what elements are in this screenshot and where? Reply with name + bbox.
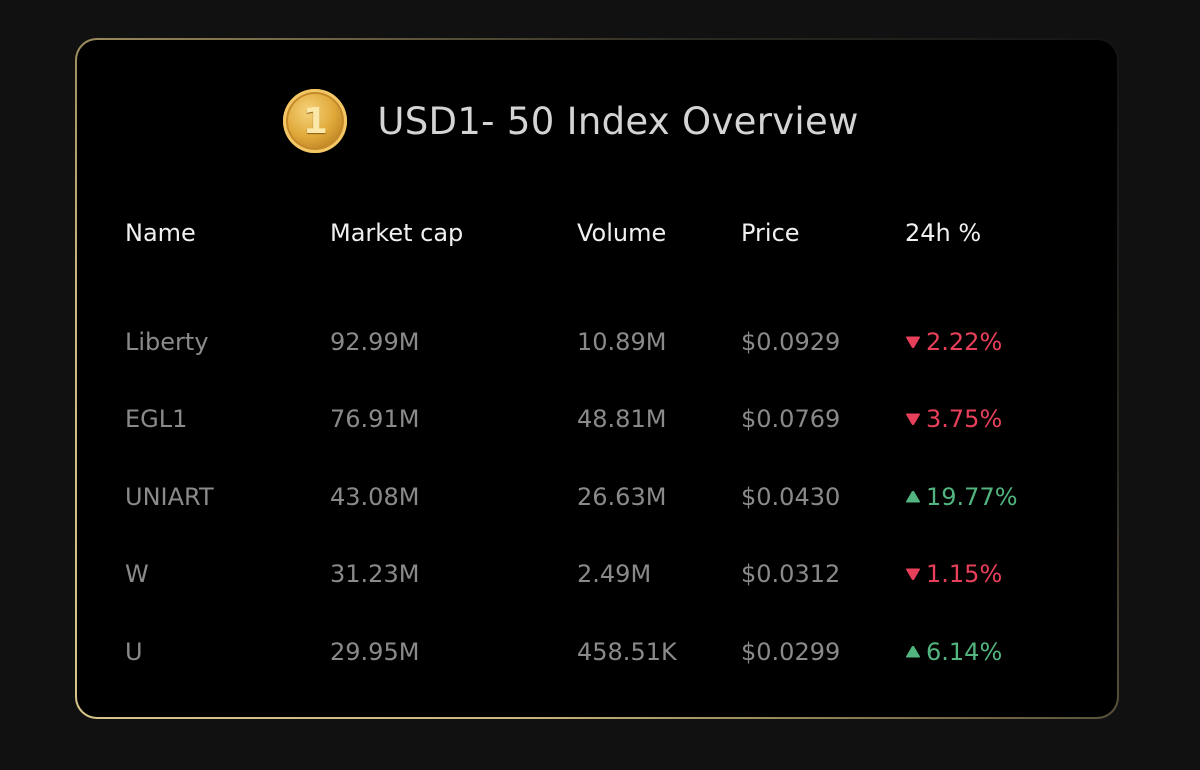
table-row[interactable]: W 31.23M 2.49M $0.0312 1.15% <box>125 536 1085 614</box>
volume-value: 2.49M <box>577 560 652 589</box>
market-cap-value: 76.91M <box>330 405 420 434</box>
column-header-volume[interactable]: Volume <box>577 219 667 247</box>
table-header-row: Name Market cap Volume Price 24h % <box>125 215 1085 251</box>
price-value: $0.0769 <box>741 405 841 434</box>
volume-value: 10.89M <box>577 327 667 356</box>
index-table: Name Market cap Volume Price 24h % Liber… <box>125 215 1085 691</box>
price-value: $0.0299 <box>741 637 841 666</box>
market-cap-value: 31.23M <box>330 560 420 589</box>
table-row[interactable]: U 29.95M 458.51K $0.0299 6.14% <box>125 613 1085 691</box>
token-name: W <box>125 560 149 589</box>
change-24h-value: 19.77% <box>926 482 1018 511</box>
volume-value: 48.81M <box>577 405 667 434</box>
change-24h: 3.75% <box>905 405 1085 433</box>
change-24h-value: 6.14% <box>926 637 1003 666</box>
gold-coin-one-icon: 1 <box>283 89 348 153</box>
volume-value: 458.51K <box>577 637 677 666</box>
table-row[interactable]: EGL1 76.91M 48.81M $0.0769 3.75% <box>125 381 1085 459</box>
triangle-up-icon <box>905 490 921 504</box>
table-row[interactable]: UNIART 43.08M 26.63M $0.0430 19.77% <box>125 458 1085 536</box>
price-value: $0.0312 <box>741 560 841 589</box>
triangle-down-icon <box>905 335 921 349</box>
change-24h-value: 1.15% <box>926 560 1003 589</box>
token-name: U <box>125 637 143 666</box>
market-cap-value: 43.08M <box>330 482 420 511</box>
triangle-down-icon <box>905 412 921 426</box>
table-row[interactable]: Liberty 92.99M 10.89M $0.0929 2.22% <box>125 303 1085 381</box>
token-name: Liberty <box>125 327 209 356</box>
change-24h-value: 3.75% <box>926 405 1003 434</box>
price-value: $0.0929 <box>741 327 841 356</box>
card-header: 1 USD1- 50 Index Overview <box>77 89 1117 153</box>
market-cap-value: 92.99M <box>330 327 420 356</box>
page-title: USD1- 50 Index Overview <box>377 99 859 143</box>
market-cap-value: 29.95M <box>330 637 420 666</box>
token-name: UNIART <box>125 482 214 511</box>
column-header-market-cap[interactable]: Market cap <box>330 219 464 247</box>
triangle-up-icon <box>905 645 921 659</box>
price-value: $0.0430 <box>741 482 841 511</box>
column-header-24h-change[interactable]: 24h % <box>905 219 982 247</box>
change-24h: 2.22% <box>905 328 1085 356</box>
table-body: Liberty 92.99M 10.89M $0.0929 2.22% EGL1… <box>125 303 1085 691</box>
triangle-down-icon <box>905 567 921 581</box>
index-overview-card-border: 1 USD1- 50 Index Overview Name Market ca… <box>75 38 1119 719</box>
change-24h-value: 2.22% <box>926 327 1003 356</box>
token-name: EGL1 <box>125 405 188 434</box>
coin-label: 1 <box>302 100 328 142</box>
column-header-name[interactable]: Name <box>125 219 196 247</box>
index-overview-card: 1 USD1- 50 Index Overview Name Market ca… <box>77 40 1117 717</box>
column-header-price[interactable]: Price <box>741 219 800 247</box>
change-24h: 1.15% <box>905 560 1085 588</box>
change-24h: 6.14% <box>905 638 1085 666</box>
volume-value: 26.63M <box>577 482 667 511</box>
change-24h: 19.77% <box>905 483 1085 511</box>
